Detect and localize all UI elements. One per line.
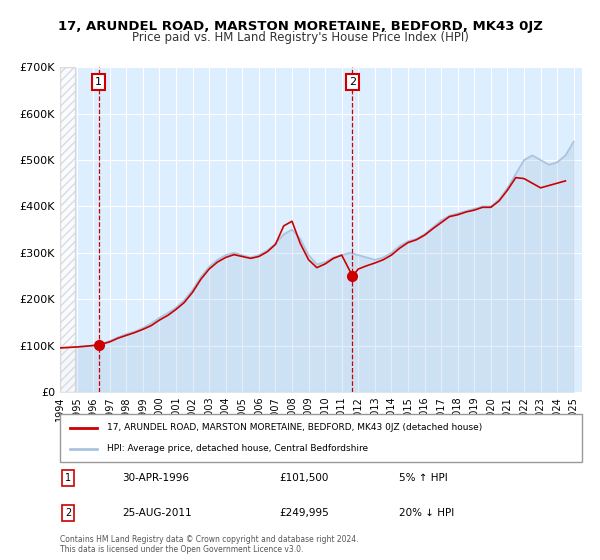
Bar: [60, 67, 73, 392]
Text: 1: 1: [95, 77, 102, 87]
Bar: [60, 67, 75, 392]
Text: 25-AUG-2011: 25-AUG-2011: [122, 508, 192, 518]
Text: 2: 2: [349, 77, 356, 87]
Text: 2: 2: [65, 508, 71, 518]
Text: HPI: Average price, detached house, Central Bedfordshire: HPI: Average price, detached house, Cent…: [107, 444, 368, 453]
Text: 20% ↓ HPI: 20% ↓ HPI: [400, 508, 455, 518]
Text: £101,500: £101,500: [279, 473, 329, 483]
Text: 17, ARUNDEL ROAD, MARSTON MORETAINE, BEDFORD, MK43 0JZ: 17, ARUNDEL ROAD, MARSTON MORETAINE, BED…: [58, 20, 542, 32]
Text: 5% ↑ HPI: 5% ↑ HPI: [400, 473, 448, 483]
Text: £249,995: £249,995: [279, 508, 329, 518]
Text: 17, ARUNDEL ROAD, MARSTON MORETAINE, BEDFORD, MK43 0JZ (detached house): 17, ARUNDEL ROAD, MARSTON MORETAINE, BED…: [107, 423, 482, 432]
Text: Price paid vs. HM Land Registry's House Price Index (HPI): Price paid vs. HM Land Registry's House …: [131, 31, 469, 44]
Text: Contains HM Land Registry data © Crown copyright and database right 2024.
This d: Contains HM Land Registry data © Crown c…: [60, 535, 359, 554]
Text: 1: 1: [65, 473, 71, 483]
Text: 30-APR-1996: 30-APR-1996: [122, 473, 190, 483]
FancyBboxPatch shape: [60, 414, 582, 462]
